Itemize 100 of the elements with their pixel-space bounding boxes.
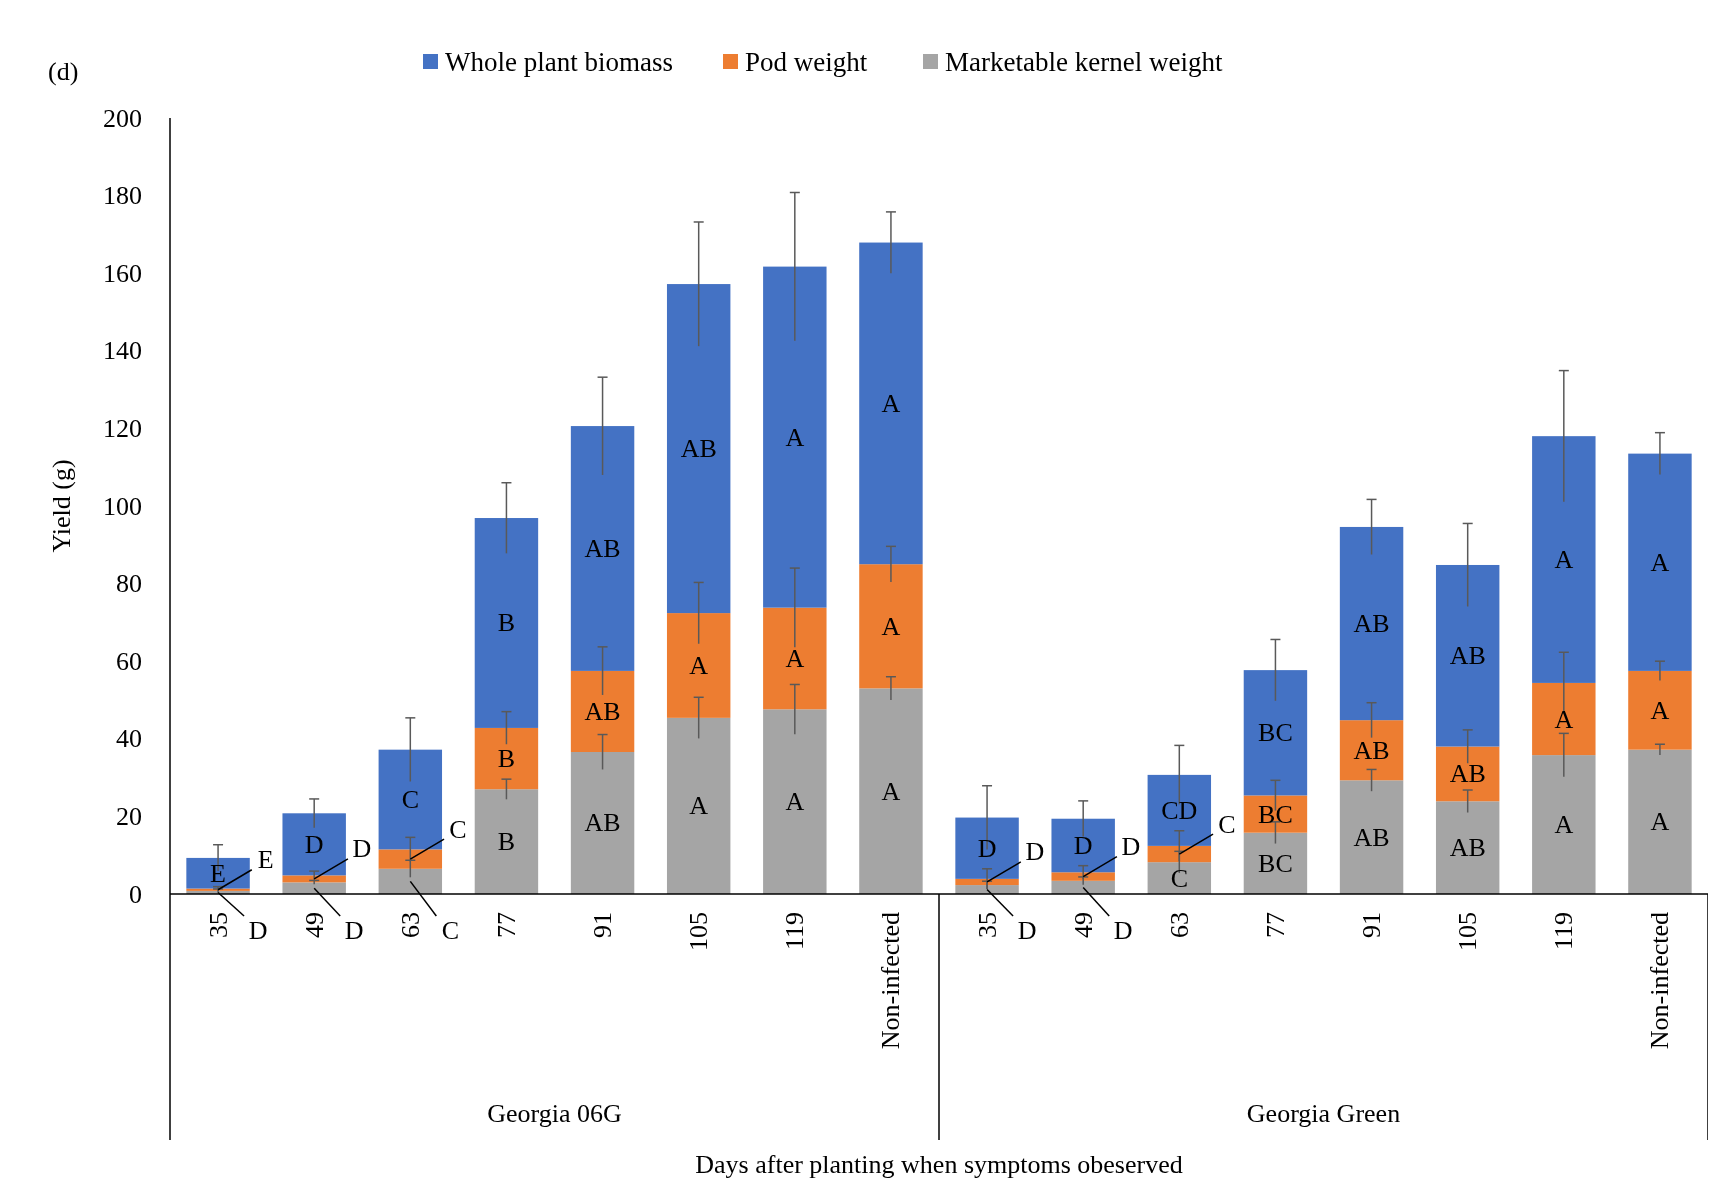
bar — [1532, 436, 1596, 683]
x-tick-label: 49 — [299, 912, 329, 938]
y-tick-label: 120 — [103, 413, 142, 443]
x-tick-label: 63 — [395, 912, 425, 938]
y-tick-label: 40 — [116, 724, 142, 754]
x-tick-label: 119 — [780, 912, 810, 951]
bar — [1339, 720, 1404, 781]
x-tick-label: 119 — [1549, 912, 1579, 951]
y-tick-label: 180 — [103, 181, 142, 211]
x-tick-label: Non-infected — [876, 912, 906, 1050]
bar — [859, 242, 923, 565]
bar — [1435, 746, 1500, 802]
data-label: D — [304, 829, 324, 859]
bar — [763, 266, 827, 608]
bar — [474, 789, 539, 894]
data-label: D — [1025, 837, 1045, 867]
bar — [1147, 774, 1212, 846]
bar — [378, 749, 443, 850]
legend-label: Whole plant biomass — [445, 47, 673, 77]
data-label: C — [449, 814, 467, 844]
bar — [570, 751, 635, 894]
x-tick-label: 35 — [203, 912, 233, 938]
x-tick-label: 77 — [1260, 912, 1290, 938]
bar — [1243, 832, 1308, 894]
bar — [282, 875, 346, 883]
data-label: CD — [1161, 795, 1198, 825]
data-label: AB — [1353, 735, 1390, 765]
data-label: AB — [1449, 833, 1486, 863]
bar — [1051, 818, 1115, 873]
y-tick-label: 20 — [116, 801, 142, 831]
bar — [763, 709, 827, 894]
x-tick-label: Non-infected — [1645, 912, 1675, 1050]
data-label: AB — [1353, 609, 1390, 639]
data-label: E — [210, 858, 227, 888]
bar — [859, 688, 923, 894]
y-tick-label: 200 — [103, 103, 142, 133]
x-tick-label: 91 — [1357, 912, 1387, 938]
data-label: B — [497, 827, 516, 857]
bar — [570, 426, 635, 671]
bar — [282, 813, 346, 876]
y-axis-title: Yield (g) — [47, 459, 76, 553]
bar — [1628, 749, 1692, 894]
data-label: A — [881, 611, 901, 641]
x-axis-title: Days after planting when symptoms obeserved — [695, 1150, 1183, 1179]
data-label: D — [344, 915, 364, 945]
data-label: BC — [1258, 718, 1293, 748]
data-label: D — [352, 834, 372, 864]
x-tick-label: 105 — [684, 912, 714, 951]
bar — [1147, 845, 1212, 863]
data-label: D — [977, 833, 997, 863]
bar — [859, 564, 923, 689]
data-label: A — [1554, 704, 1574, 734]
bar — [1339, 780, 1404, 894]
data-label: A — [881, 776, 901, 806]
data-label: C — [441, 915, 459, 945]
y-tick-label: 160 — [103, 258, 142, 288]
y-tick-label: 60 — [116, 646, 142, 676]
legend-label: Marketable kernel weight — [945, 47, 1223, 77]
data-label: A — [1650, 547, 1670, 577]
data-label: BC — [1258, 848, 1293, 878]
x-tick-label: 105 — [1453, 912, 1483, 951]
bar — [666, 717, 731, 894]
data-label: AB — [1353, 822, 1390, 852]
data-label: AB — [584, 696, 621, 726]
bar — [1051, 872, 1115, 881]
data-label: D — [1073, 831, 1093, 860]
data-label: A — [1554, 545, 1574, 575]
bar — [474, 727, 539, 790]
bar — [955, 817, 1019, 879]
data-label: D — [1113, 915, 1133, 945]
bar — [666, 613, 731, 718]
bar — [570, 670, 635, 752]
bar — [1435, 801, 1500, 894]
data-label: AB — [584, 808, 621, 838]
y-tick-label: 140 — [103, 336, 142, 366]
data-label: AB — [680, 434, 717, 464]
bar — [1147, 862, 1212, 894]
data-label: D — [248, 915, 268, 945]
y-tick-label: 80 — [116, 569, 142, 599]
x-tick-label: 91 — [588, 912, 618, 938]
data-label: A — [785, 422, 805, 452]
text: Georgia Green — [1246, 1099, 1401, 1128]
text: Georgia 06G — [487, 1099, 622, 1128]
bar — [1532, 755, 1596, 894]
data-label: A — [785, 787, 805, 817]
data-label: A — [1650, 695, 1670, 725]
bar — [1435, 564, 1500, 747]
y-tick-label: 0 — [129, 879, 142, 909]
bar — [378, 868, 443, 894]
chart-title: (d) — [48, 57, 79, 86]
bar — [1532, 682, 1596, 756]
bar — [378, 849, 443, 869]
bar — [666, 284, 731, 614]
bar — [1628, 453, 1692, 671]
bar — [474, 518, 539, 728]
x-tick-label: 77 — [491, 912, 521, 938]
data-label: C — [1218, 809, 1236, 839]
data-label: B — [497, 608, 516, 638]
data-label: A — [689, 791, 709, 821]
data-label: AB — [584, 533, 621, 563]
